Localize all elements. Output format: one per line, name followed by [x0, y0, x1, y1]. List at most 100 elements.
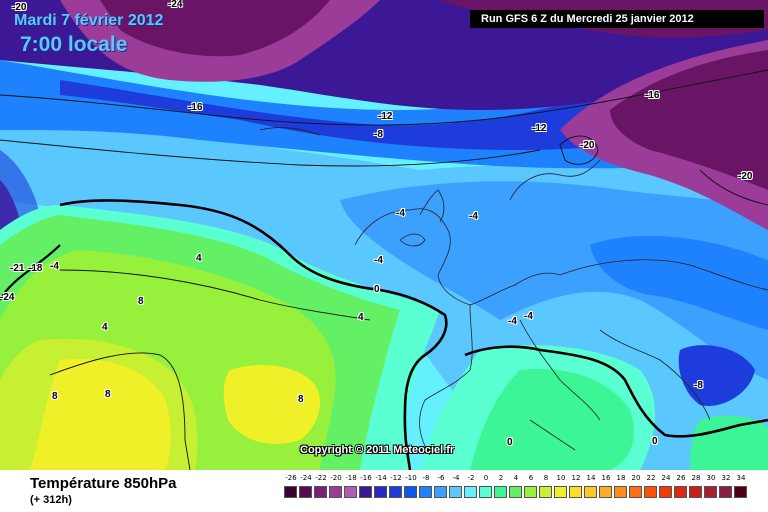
legend-label: -10: [405, 474, 417, 482]
legend-label: -14: [375, 474, 387, 482]
legend-swatch: [719, 486, 732, 498]
iso-label: -21: [10, 263, 25, 274]
legend-label: -4: [452, 474, 460, 482]
iso-label: -20: [738, 171, 753, 182]
legend-label: 34: [736, 474, 746, 482]
coast-balkans: [599, 329, 711, 421]
copyright-notice: Copyright © 2011 Meteociel.fr: [300, 444, 455, 456]
legend-swatch: [359, 486, 372, 498]
iso-label: 4: [196, 253, 202, 264]
isotherm-minus-20-ring: [559, 135, 599, 165]
yellow-zone: [30, 359, 171, 470]
legend-label: 26: [676, 474, 686, 482]
legend-label: -20: [330, 474, 342, 482]
legend-label: 28: [691, 474, 701, 482]
run-info: Run GFS 6 Z du Mercredi 25 janvier 2012: [470, 10, 764, 28]
legend-swatch: [629, 486, 642, 498]
iso-label: -12: [378, 111, 393, 122]
forecast-time: 7:00 locale: [20, 33, 128, 56]
coast-north-sea: [354, 208, 561, 306]
iso-label: 8: [298, 394, 304, 405]
legend-swatch: [389, 486, 402, 498]
legend-swatch: [569, 486, 582, 498]
iso-label: -4: [396, 208, 405, 219]
iso-label: 8: [52, 391, 58, 402]
legend-label: 2: [498, 474, 504, 482]
iso-label: -12: [532, 123, 547, 134]
iso-label: -4: [50, 261, 59, 272]
legend-label: 16: [601, 474, 611, 482]
legend-label: 24: [661, 474, 671, 482]
coast-ireland: [399, 233, 426, 247]
legend-swatch: [704, 486, 717, 498]
legend-swatch: [284, 486, 297, 498]
forecast-hour: (+ 312h): [30, 494, 72, 506]
iso-label: 0: [374, 284, 380, 295]
legend-label: -24: [300, 474, 312, 482]
legend-label: 18: [616, 474, 626, 482]
legend-swatch: [419, 486, 432, 498]
legend-swatch: [299, 486, 312, 498]
iso-label: -4: [374, 255, 383, 266]
legend-swatch: [344, 486, 357, 498]
legend-swatch: [449, 486, 462, 498]
map-canvas: [0, 0, 768, 470]
legend-swatch: [674, 486, 687, 498]
iso-label: -8: [374, 129, 383, 140]
legend-swatch: [599, 486, 612, 498]
iso-label: -16: [188, 102, 203, 113]
iso-label: -18: [28, 263, 43, 274]
green-zone-med: [470, 369, 634, 470]
iso-label: -4: [469, 211, 478, 222]
legend-swatch: [404, 486, 417, 498]
legend-swatch: [644, 486, 657, 498]
legend-label: 20: [631, 474, 641, 482]
iso-label: 8: [138, 296, 144, 307]
legend-label: 6: [528, 474, 534, 482]
legend-label: -8: [422, 474, 430, 482]
iso-label: -16: [645, 90, 660, 101]
legend-swatch: [509, 486, 522, 498]
iso-label: -24: [168, 0, 183, 10]
iso-label: -20: [580, 140, 595, 151]
legend-swatch: [584, 486, 597, 498]
legend-swatch: [434, 486, 447, 498]
iso-label: 8: [105, 389, 111, 400]
coast-france-iberia: [419, 304, 473, 456]
coast-baltic: [559, 259, 768, 291]
yellow-zone-2: [223, 365, 320, 444]
footer: Température 850hPa (+ 312h) -26 -24 -22 -20…: [0, 470, 768, 512]
coastlines: [259, 127, 768, 456]
forecast-date: Mardi 7 février 2012: [14, 12, 164, 29]
legend-label: -12: [390, 474, 402, 482]
legend-label: -22: [315, 474, 327, 482]
isotherm-minus-20-east: [699, 169, 768, 206]
mid-blue-zone: [340, 181, 768, 380]
iso-label: 0: [507, 437, 513, 448]
isotherm-plus-4: [59, 269, 371, 321]
isotherms: [0, 69, 768, 470]
deep-purple-north-east: [610, 50, 768, 190]
legend-label: 10: [556, 474, 566, 482]
legend-swatch: [464, 486, 477, 498]
legend-swatch: [554, 486, 567, 498]
green-zone-east: [690, 415, 768, 470]
iso-label: 4: [102, 322, 108, 333]
coast-italy: [519, 319, 601, 421]
coast-iceland: [259, 127, 321, 136]
legend-swatch: [539, 486, 552, 498]
iso-label: -20: [12, 2, 27, 13]
legend-label: 4: [513, 474, 519, 482]
legend-label: 0: [483, 474, 489, 482]
coast-britain: [419, 189, 445, 223]
legend-swatch: [734, 486, 747, 498]
isotherm-plus-8: [49, 352, 191, 470]
isotherm-zero-east: [464, 345, 768, 438]
legend-label: 22: [646, 474, 656, 482]
variable-title: Température 850hPa: [30, 475, 177, 492]
iso-label: -8: [694, 380, 703, 391]
legend-label: 12: [571, 474, 581, 482]
legend-label: -18: [345, 474, 357, 482]
legend-swatch: [689, 486, 702, 498]
legend-label: 8: [543, 474, 549, 482]
